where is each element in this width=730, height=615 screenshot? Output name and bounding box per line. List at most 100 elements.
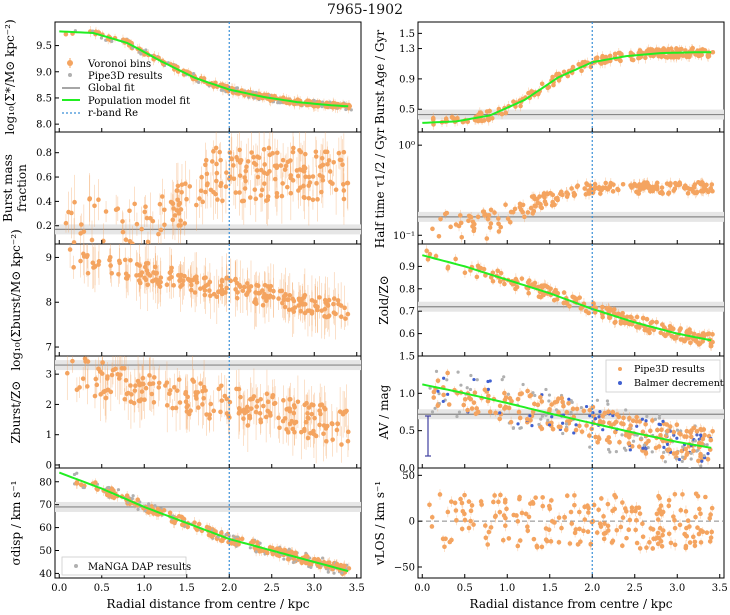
data-point — [497, 509, 503, 515]
data-point — [291, 145, 296, 151]
ytick-label: 70 — [39, 500, 52, 511]
data-point — [341, 196, 347, 202]
data-point — [644, 545, 649, 550]
data-point — [158, 227, 164, 233]
data-point — [610, 409, 616, 415]
ytick-label: 1.5 — [399, 352, 415, 363]
data-point — [295, 399, 301, 405]
data-point — [256, 155, 262, 160]
data-point — [672, 491, 678, 497]
balmer-point — [572, 431, 576, 435]
pipe3d-point — [320, 105, 324, 109]
data-point — [529, 89, 534, 94]
data-point — [479, 502, 484, 507]
data-point — [315, 197, 320, 202]
data-point — [662, 325, 667, 330]
data-point — [459, 500, 465, 506]
pipe3d-point — [81, 485, 85, 490]
data-point — [624, 314, 630, 320]
ytick-label: 2 — [46, 400, 52, 411]
ytick-label: 0.4 — [36, 197, 52, 208]
data-point — [474, 406, 479, 411]
data-point — [109, 486, 114, 491]
data-point — [471, 228, 477, 234]
data-point — [629, 185, 634, 190]
data-point — [145, 282, 151, 288]
pipe3d-point — [153, 504, 157, 508]
pipe3d-point — [642, 443, 646, 447]
pipe3d-point — [606, 402, 610, 406]
data-point — [685, 518, 691, 523]
data-point — [677, 327, 683, 333]
data-point — [491, 499, 496, 505]
data-point — [507, 219, 513, 225]
ytick-label: 8 — [46, 298, 52, 309]
data-point — [89, 237, 95, 243]
data-point — [191, 379, 196, 384]
pipe3d-point — [561, 431, 565, 436]
data-point — [541, 191, 547, 196]
data-point — [116, 258, 122, 264]
data-point — [208, 187, 214, 193]
data-point — [500, 537, 506, 543]
data-point — [276, 296, 281, 301]
data-point — [430, 226, 435, 232]
data-point — [536, 294, 542, 299]
data-point — [334, 427, 340, 433]
data-point — [122, 257, 128, 263]
data-point — [290, 426, 296, 432]
pipe3d-point — [579, 405, 583, 410]
pipe3d-point — [681, 445, 685, 449]
data-point — [663, 333, 668, 339]
pipe3d-point — [191, 72, 196, 76]
data-point — [561, 290, 567, 295]
data-point — [471, 522, 476, 527]
data-point — [272, 176, 278, 182]
data-point — [231, 163, 236, 168]
data-point — [637, 186, 642, 192]
data-point — [653, 445, 659, 451]
data-point — [587, 433, 592, 438]
balmer-point — [498, 411, 502, 415]
ytick-label: 0.6 — [36, 173, 52, 184]
data-point — [144, 215, 150, 221]
balmer-point — [601, 428, 605, 432]
data-point — [177, 400, 183, 405]
data-point — [282, 547, 288, 553]
data-point — [271, 401, 277, 407]
data-point — [626, 527, 632, 533]
data-point — [655, 427, 660, 433]
data-point — [265, 408, 270, 414]
pipe3d-point — [502, 375, 506, 379]
data-point — [237, 147, 242, 153]
data-point — [128, 257, 133, 263]
data-point — [267, 169, 272, 174]
data-point — [220, 198, 225, 204]
data-point — [202, 292, 208, 298]
data-point — [629, 57, 635, 62]
data-point — [435, 378, 441, 383]
data-point — [692, 543, 698, 548]
data-point — [246, 285, 251, 290]
data-point — [634, 418, 640, 424]
pipe3d-point — [657, 416, 661, 420]
pipe3d-point — [639, 436, 643, 440]
data-point — [659, 543, 665, 549]
data-point — [237, 173, 243, 178]
data-point — [607, 183, 613, 189]
data-point — [488, 275, 494, 280]
data-point — [124, 493, 130, 498]
ytick-label: 0 — [46, 460, 52, 471]
data-point — [245, 423, 251, 428]
data-point — [545, 191, 551, 197]
data-point — [265, 194, 271, 199]
data-point — [468, 518, 473, 524]
balmer-point — [661, 419, 665, 423]
marks-half_time: 10⁻¹ 10⁰ — [393, 132, 724, 244]
data-point — [596, 507, 601, 513]
data-point — [556, 78, 562, 83]
data-point — [201, 395, 207, 401]
data-point — [658, 539, 664, 544]
data-point — [236, 411, 242, 416]
data-point — [120, 229, 126, 235]
